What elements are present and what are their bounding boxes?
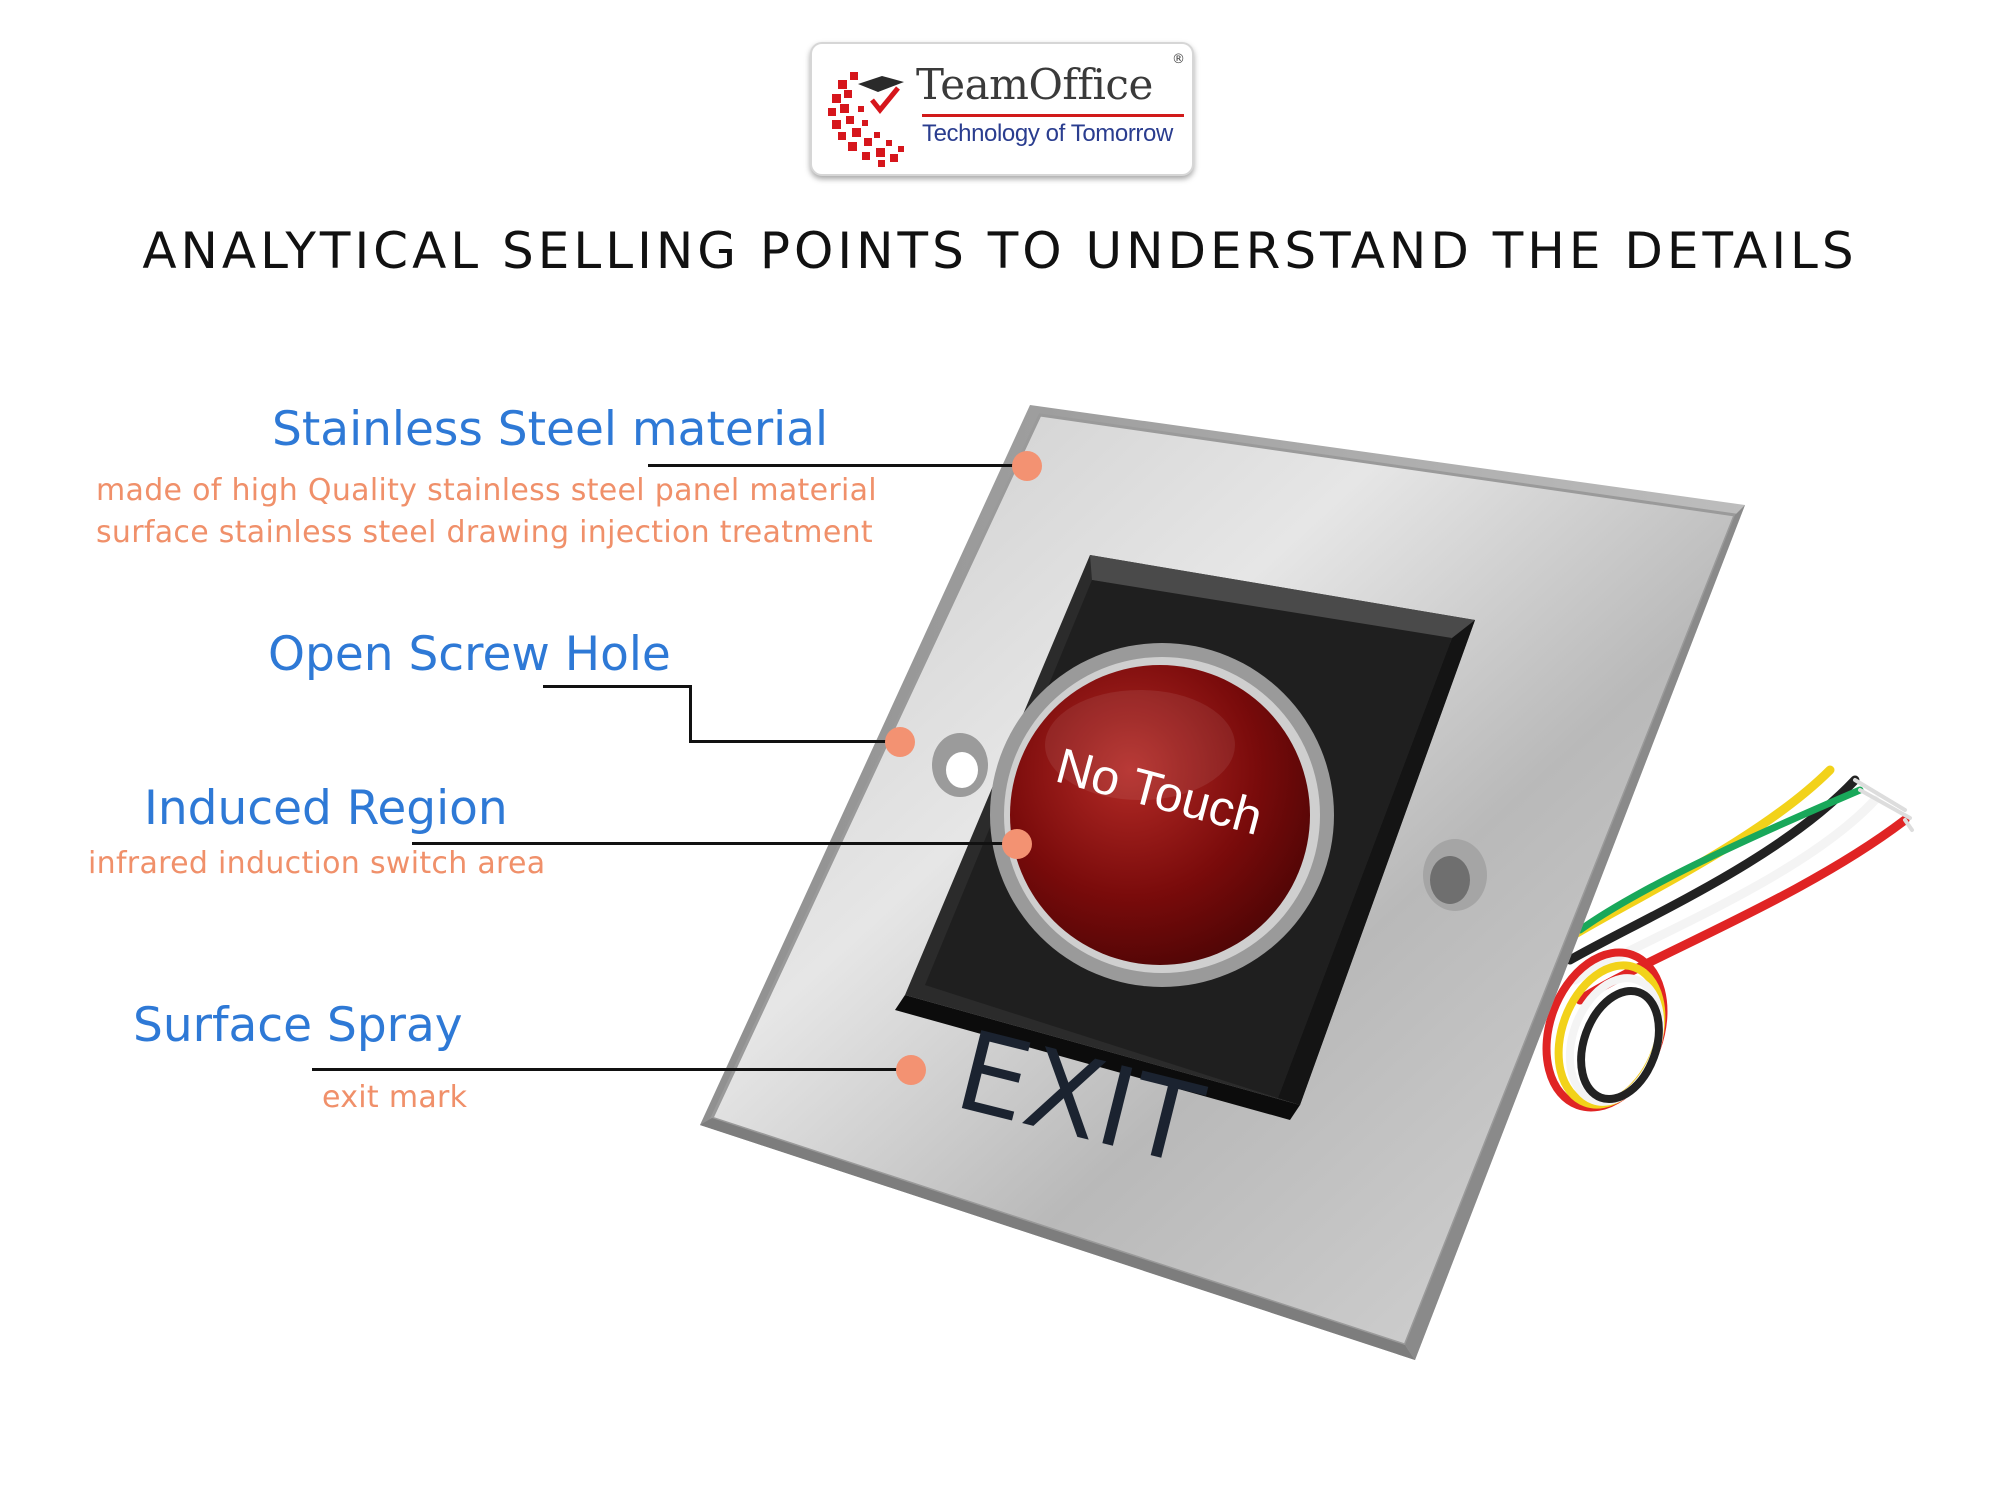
logo-tagline: Technology of Tomorrow — [922, 120, 1173, 147]
leader-line-surface-spray — [312, 1068, 902, 1071]
feature-desc-induced-region: infrared induction switch area — [88, 846, 546, 881]
screw-hole-right — [1423, 839, 1487, 911]
brand-logo: TeamOffice ® Technology of Tomorrow — [810, 42, 1194, 176]
callout-dot-surface-spray — [896, 1055, 926, 1085]
logo-underline — [922, 114, 1184, 117]
feature-desc-stainless-steel-1: made of high Quality stainless steel pan… — [96, 473, 877, 508]
feature-desc-surface-spray: exit mark — [322, 1080, 468, 1115]
registered-mark: ® — [1172, 52, 1185, 67]
callout-dot-stainless-steel — [1012, 451, 1042, 481]
feature-title-screw-hole: Open Screw Hole — [268, 627, 671, 682]
feature-desc-stainless-steel-2: surface stainless steel drawing injectio… — [96, 515, 873, 550]
feature-title-stainless-steel: Stainless Steel material — [272, 402, 829, 457]
feature-title-induced-region: Induced Region — [144, 781, 508, 836]
logo-name: TeamOffice — [916, 60, 1153, 109]
wire-coil — [1542, 948, 1668, 1112]
leader-line-stainless-steel — [648, 464, 1028, 467]
screw-hole-left — [932, 733, 988, 797]
callout-dot-induced-region — [1002, 829, 1032, 859]
leader-line-induced-region — [412, 842, 1012, 845]
callout-dot-screw-hole — [885, 727, 915, 757]
page-title: ANALYTICAL SELLING POINTS TO UNDERSTAND … — [142, 222, 1858, 280]
leader-line-screw-hole-2 — [689, 685, 692, 743]
feature-title-surface-spray: Surface Spray — [133, 998, 463, 1053]
leader-line-screw-hole-1 — [543, 685, 692, 688]
logo-mark-icon — [828, 72, 904, 167]
leader-line-screw-hole-3 — [689, 740, 889, 743]
